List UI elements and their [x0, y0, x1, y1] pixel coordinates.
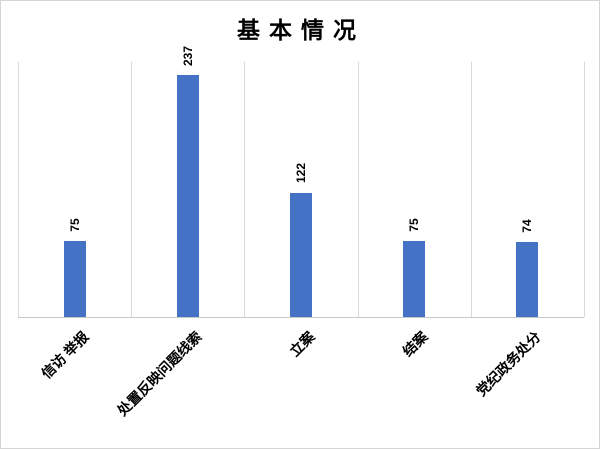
vertical-gridline — [244, 62, 246, 317]
value-label: 75 — [407, 218, 422, 232]
vertical-gridline — [18, 62, 19, 317]
value-label: 237 — [180, 45, 195, 67]
vertical-gridline — [131, 62, 133, 317]
vertical-gridline — [584, 62, 585, 317]
vertical-gridline — [357, 62, 359, 317]
value-label: 75 — [67, 218, 82, 232]
bar-1 — [176, 75, 199, 317]
value-label: 74 — [520, 219, 535, 233]
category-label: 信访 举报 — [39, 329, 92, 383]
bar-0 — [63, 240, 86, 317]
bar-4 — [516, 241, 539, 317]
bar-3 — [403, 240, 426, 317]
x-axis-line — [18, 317, 584, 318]
value-label: 122 — [294, 163, 308, 184]
bar-2 — [290, 192, 312, 317]
vertical-gridline — [470, 62, 472, 317]
chart-title: 基本情况 — [237, 18, 365, 43]
